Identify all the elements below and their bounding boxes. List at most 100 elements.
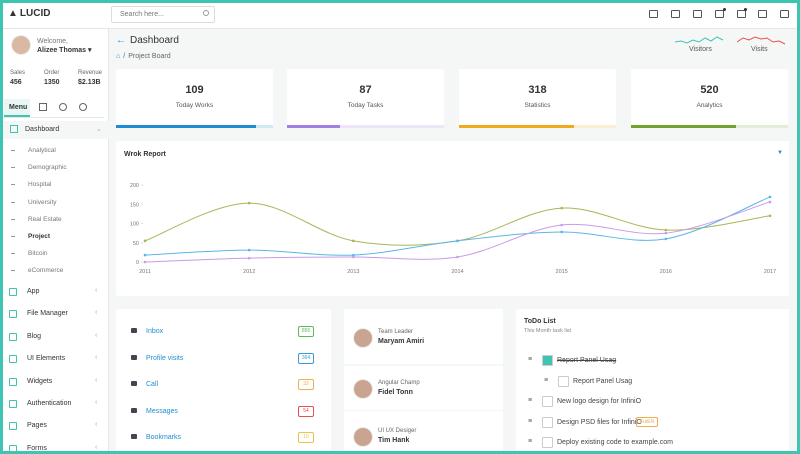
submenu-item[interactable]: Project [0,231,107,243]
top-icon[interactable] [649,10,658,18]
submenu-label: Hospital [28,181,52,189]
member-name: Maryam Amiri [378,337,425,345]
menu-icon [9,422,17,431]
drag-handle: ≡ [528,417,533,425]
contact-row[interactable]: Call 32 [116,379,331,391]
todo-item[interactable]: ≡ Report Panel Usag [516,355,789,367]
chevron: ‹ [95,376,98,384]
y-tick-label: 150 [130,202,139,208]
chevron: ‹ [95,287,98,294]
user-name: Alizee Thomas ▾ [37,47,92,54]
chart-card: Wrok Report ▼ 0 50 100 150 200 2011 2012 2013 2014… [116,141,789,296]
contact-label: Inbox [146,328,164,335]
data-point [560,230,563,234]
progress-fill [631,125,737,128]
team-member[interactable]: Angular Champ Fidel Tonn [344,366,503,410]
logo-mark: ▲ [8,8,18,19]
x-tick-label: 2016 [660,269,672,275]
stat-label: Sales [10,70,26,76]
checkbox[interactable] [558,375,569,387]
menu-item[interactable]: Forms ‹ [0,442,107,454]
top-icon[interactable] [758,10,767,18]
submenu-item[interactable]: Bitcoin [0,248,107,260]
menu-item[interactable]: File Manager ‹ [0,307,107,321]
checkbox[interactable] [542,437,553,448]
member-name: Tim Hank [378,437,410,444]
top-icon[interactable] [780,10,789,18]
todo-text: New logo design for InfiniO [557,398,642,405]
checkbox[interactable] [542,355,553,366]
home-icon[interactable]: ⌂ [116,53,121,60]
menu-item[interactable]: Blog ‹ [0,330,107,344]
progress-fill [459,125,574,128]
menu-tab-label: Menu [9,104,28,111]
todo-item[interactable]: ≡ Design PSD files for InfiniO FutEN [516,416,789,429]
tab-divider [4,117,104,118]
series-line [144,196,771,256]
y-tick-label: 100 [130,222,139,228]
tab-icon[interactable] [39,103,47,111]
series-line [144,201,771,263]
submenu-item[interactable]: Real Estate [0,214,107,226]
menu-item[interactable]: UI Elements ‹ [0,352,107,366]
data-point [143,239,147,243]
submenu-item[interactable]: Hospital [0,179,107,191]
dash [11,201,15,203]
search-box[interactable]: Search here... [111,6,215,23]
contact-icon [131,354,137,360]
contact-row[interactable]: Bookmarks 16 [116,432,331,444]
submenu-item[interactable]: Analytical [0,145,107,157]
menu-label: Authentication [27,400,72,407]
tab-icon[interactable] [79,103,87,111]
contact-row[interactable]: Profile visits 364 [116,352,331,365]
contact-icon [131,381,137,387]
breadcrumb-sep: / [123,53,126,60]
submenu-label: Demographic [28,164,67,172]
tab-icon[interactable] [59,103,67,111]
contact-icon [131,434,137,440]
top-icon[interactable] [737,10,746,18]
dash [11,218,15,220]
member-avatar [353,427,373,447]
search-placeholder: Search here... [120,11,164,18]
data-point [664,228,668,232]
y-tick-label: 50 [133,241,139,247]
chart-menu[interactable]: ▼ [777,150,783,156]
x-tick-label: 2013 [347,269,359,275]
menu-icon [9,355,17,364]
submenu-item[interactable]: eCommerce [0,265,107,277]
menu-active[interactable]: Dashboard ⌄ [0,121,109,139]
top-bar: ▲ LUCID Search here... [0,0,800,29]
avatar [11,35,31,55]
submenu-item[interactable]: Demographic [0,162,107,174]
top-icon[interactable] [693,10,702,18]
stat-value: 456 [10,79,22,86]
todo-item[interactable]: ≡ New logo design for InfiniO [516,396,789,408]
team-member[interactable]: Team Leader Maryam Amiri [344,309,503,364]
data-point [456,239,459,243]
top-icon[interactable] [671,10,680,18]
menu-item[interactable]: App ‹ [0,285,107,299]
drag-handle: ≡ [528,438,533,445]
chevron: ⌄ [96,126,102,133]
checkbox[interactable] [542,416,553,428]
menu-label: File Manager [27,310,68,318]
menu-item[interactable]: Authentication ‹ [0,397,107,411]
sparkline [737,36,786,45]
todo-item[interactable]: ≡ Report Panel Usag [516,375,789,388]
menu-label: Blog [27,332,42,340]
team-member[interactable]: UI UX Desiger Tim Hank [344,411,503,454]
menu-item[interactable]: Pages ‹ [0,419,107,433]
top-icon[interactable] [715,10,724,18]
contact-label: Call [146,381,159,389]
x-tick-label: 2017 [764,269,776,275]
data-point [247,201,251,205]
contact-row[interactable]: Inbox 856 [116,326,331,338]
checkbox[interactable] [542,396,553,407]
menu-tab[interactable]: Menu [4,99,30,117]
back-arrow[interactable]: ← [116,35,126,46]
menu-item[interactable]: Widgets ‹ [0,375,107,389]
contact-row[interactable]: Messages 54 [116,405,331,418]
submenu-item[interactable]: University [0,197,107,209]
todo-item[interactable]: ≡ Deploy existing code to example.com [516,437,789,449]
